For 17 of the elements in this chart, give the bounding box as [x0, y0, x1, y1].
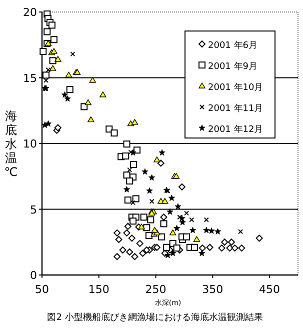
legend-label: 2001 年10月	[208, 82, 264, 93]
y-tick-label: 15	[23, 72, 37, 85]
legend-label: 2001 年11月	[208, 103, 264, 114]
x-tick-label: 50	[35, 283, 49, 296]
legend-label: 2001 年12月	[208, 124, 264, 135]
x-tick-label: 350	[202, 283, 224, 296]
legend-label: 2001 年6月	[208, 40, 258, 51]
x-tick-label: 250	[145, 283, 166, 296]
y-tick-label: 20	[23, 6, 37, 19]
text: 図2 小型機船底びき網漁場における海底水温観測結果	[47, 312, 263, 323]
y-axis-title: 海底水温℃	[4, 109, 18, 179]
legend-label: 2001 年9月	[208, 61, 258, 72]
y-tick-label: 0	[30, 269, 37, 282]
y-tick-label: 5	[30, 203, 37, 216]
x-tick-label: 450	[259, 283, 280, 296]
x-tick-label: 150	[88, 283, 110, 296]
y-tick-label: 10	[23, 138, 37, 150]
